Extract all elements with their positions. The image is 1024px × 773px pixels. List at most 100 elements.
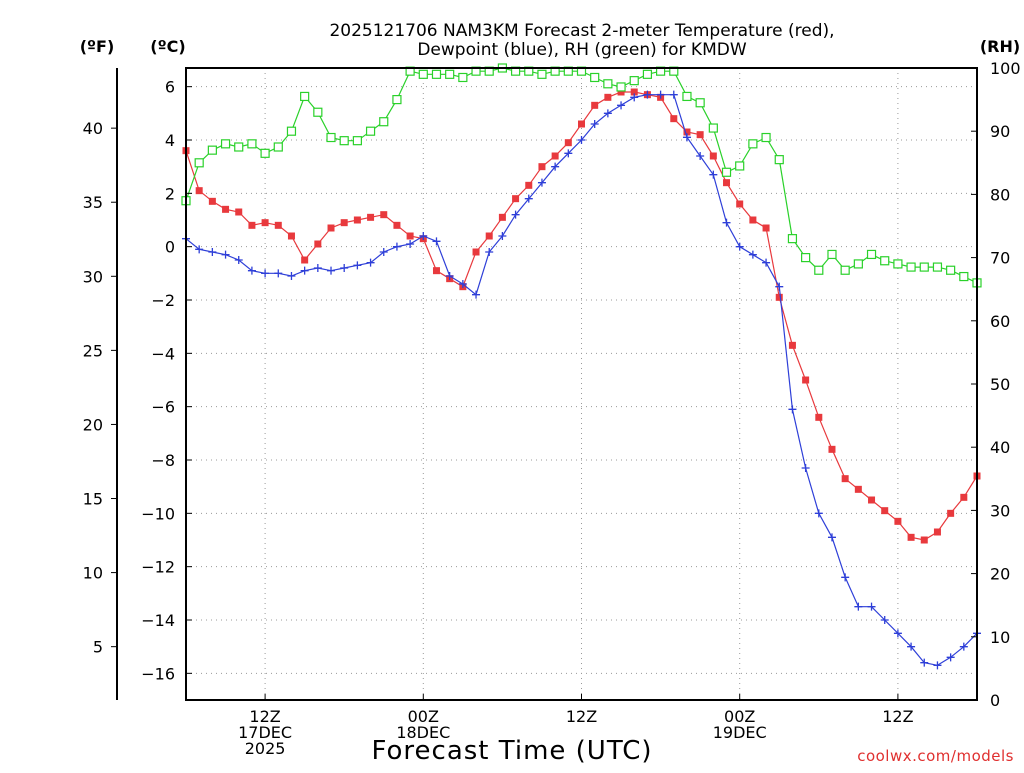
data-point (748, 139, 758, 149)
data-point (762, 224, 770, 232)
data-point (840, 265, 850, 275)
fahrenheit-tick-label: 20 (83, 415, 103, 434)
x-tick-label: 12Z (882, 707, 913, 726)
data-point (445, 69, 455, 79)
series-relative-humidity (181, 63, 982, 288)
data-point (933, 661, 942, 670)
x-tick-label: 18DEC (396, 723, 450, 742)
data-point (222, 205, 230, 213)
data-point (392, 94, 402, 105)
celsius-tick-label: −8 (151, 451, 175, 470)
data-point (788, 405, 797, 414)
data-point (827, 533, 836, 542)
data-point (353, 216, 361, 224)
data-point (643, 90, 652, 99)
celsius-tick-label: −4 (151, 344, 175, 363)
data-point (234, 142, 244, 152)
data-point (300, 91, 310, 102)
data-point (708, 123, 718, 133)
rh-tick-label: 80 (990, 185, 1010, 204)
data-point (946, 265, 956, 275)
celsius-unit-label: (ºC) (150, 37, 185, 56)
data-point (340, 219, 348, 227)
data-point (524, 194, 533, 203)
data-point (736, 200, 744, 208)
series-line (185, 94, 978, 666)
data-point (787, 234, 798, 244)
data-point (604, 93, 612, 101)
data-point (881, 507, 889, 515)
celsius-tick-label: 6 (165, 78, 175, 97)
data-point (893, 629, 902, 638)
data-point (578, 120, 585, 128)
data-point (419, 232, 428, 240)
data-point (261, 269, 270, 278)
rh-tick-label: 100 (990, 59, 1021, 78)
data-point (287, 232, 295, 240)
rh-unit-label: (RH) (980, 37, 1020, 56)
data-point (432, 237, 441, 246)
data-point (234, 256, 243, 264)
data-point (723, 179, 731, 187)
data-point (379, 117, 389, 127)
data-point (841, 573, 850, 582)
data-point (854, 602, 863, 611)
data-point (512, 195, 520, 203)
series-line (185, 91, 978, 541)
chart-title-line-1: 2025121706 NAM3KM Forecast 2-meter Tempe… (329, 21, 834, 41)
data-point (947, 509, 955, 517)
data-point (907, 642, 916, 651)
data-point (960, 493, 968, 501)
rh-tick-label: 90 (990, 122, 1010, 141)
x-tick-label: 12Z (249, 707, 280, 726)
data-point (327, 224, 335, 232)
data-point (367, 213, 375, 221)
data-point (590, 72, 600, 83)
rh-tick-label: 60 (990, 312, 1010, 331)
x-tick-label: 00Z (724, 707, 755, 726)
data-point (603, 109, 612, 118)
x-tick-label: 12Z (566, 707, 597, 726)
data-point (195, 245, 204, 254)
data-point (485, 232, 493, 240)
data-point (235, 208, 243, 216)
data-point (365, 126, 376, 136)
data-point (366, 258, 375, 267)
rh-tick-label: 50 (990, 375, 1010, 394)
data-point (933, 528, 941, 536)
series-layer (181, 63, 982, 670)
data-point (208, 197, 216, 205)
data-point (946, 653, 955, 662)
data-point (432, 267, 440, 275)
data-point (894, 517, 902, 525)
celsius-tick-label: −6 (151, 398, 175, 417)
data-point (274, 269, 283, 278)
data-point (748, 250, 757, 259)
data-point (866, 249, 877, 260)
data-point (656, 90, 665, 99)
data-point (617, 101, 626, 110)
series-dewpoint (182, 91, 981, 670)
data-point (538, 163, 546, 171)
data-point (827, 249, 837, 260)
celsius-tick-label: −2 (151, 291, 175, 310)
data-point (511, 210, 520, 219)
data-point (762, 258, 771, 267)
data-point (406, 232, 414, 240)
data-point (920, 658, 929, 667)
data-point (339, 136, 349, 146)
x-tick-label: 19DEC (713, 723, 767, 742)
data-point (853, 259, 863, 269)
data-point (880, 616, 889, 624)
data-point (630, 93, 639, 102)
data-point (353, 261, 362, 270)
fahrenheit-tick-label: 25 (83, 341, 103, 360)
data-point (472, 248, 480, 256)
data-point (326, 132, 336, 143)
data-point (458, 72, 468, 83)
data-point (340, 264, 349, 272)
data-point (828, 445, 836, 453)
fahrenheit-tick-label: 10 (83, 564, 103, 583)
fahrenheit-tick-label: 30 (83, 267, 103, 286)
